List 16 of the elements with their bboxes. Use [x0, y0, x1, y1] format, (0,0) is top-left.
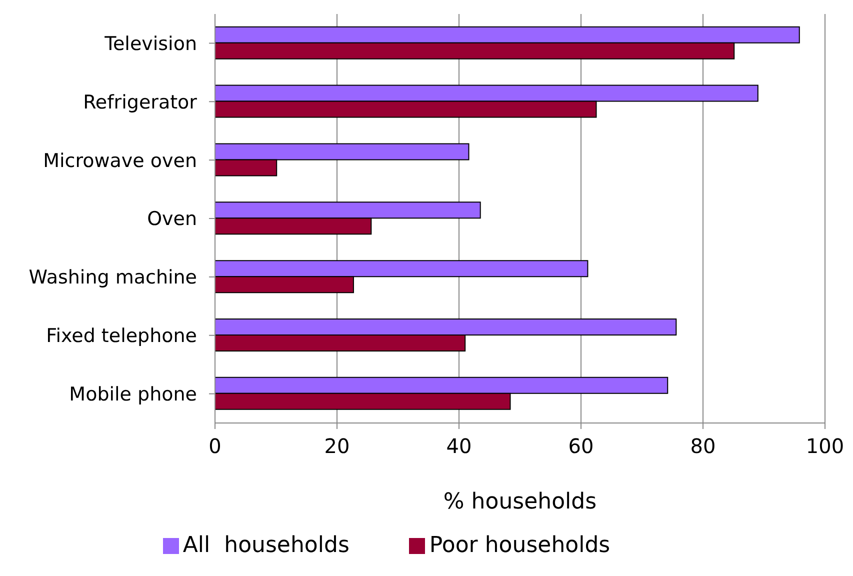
y-tick-label: Oven: [147, 208, 197, 230]
legend-label: All households: [182, 533, 350, 558]
x-tick-label: 40: [446, 434, 472, 458]
y-tick-label: Microwave oven: [43, 150, 197, 172]
x-tick-label: 0: [208, 434, 222, 458]
y-tick-label: Refrigerator: [83, 91, 198, 114]
y-tick-label: Television: [104, 32, 197, 55]
legend-label: Poor households: [429, 533, 610, 558]
x-tick-label: 20: [324, 434, 350, 458]
y-tick-label: Mobile phone: [69, 384, 197, 406]
x-tick-label: 100: [806, 434, 844, 458]
y-tick-label: Fixed telephone: [46, 325, 197, 348]
x-axis-title: % households: [443, 490, 597, 515]
x-tick-label: 60: [568, 434, 594, 458]
x-tick-label: 80: [690, 434, 716, 458]
y-tick-label: Washing machine: [28, 266, 197, 289]
